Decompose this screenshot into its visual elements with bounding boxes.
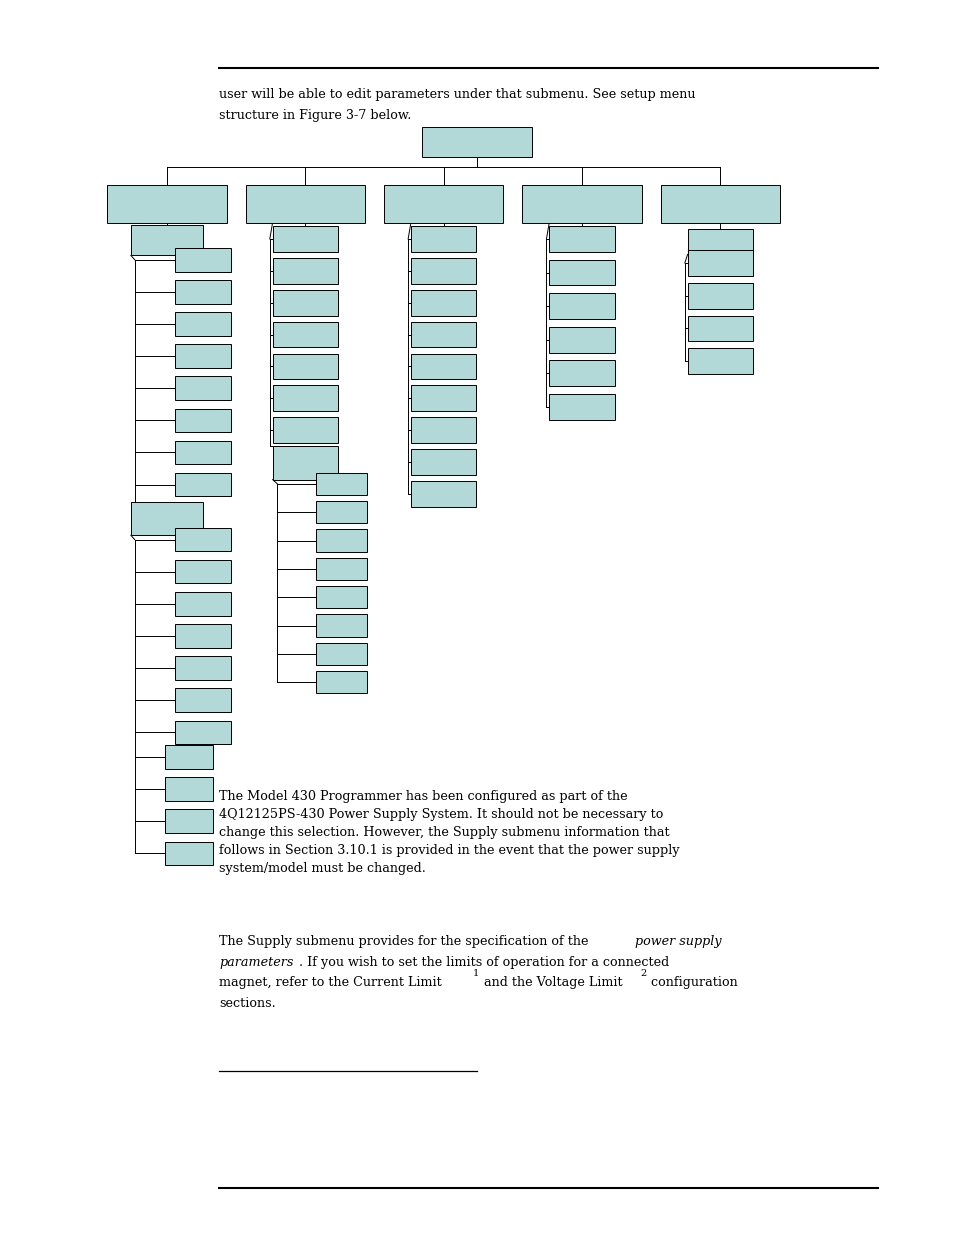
FancyBboxPatch shape <box>273 446 337 479</box>
FancyBboxPatch shape <box>174 624 232 647</box>
FancyBboxPatch shape <box>165 841 213 864</box>
FancyBboxPatch shape <box>165 745 213 768</box>
FancyBboxPatch shape <box>315 473 367 495</box>
FancyBboxPatch shape <box>687 249 752 275</box>
FancyBboxPatch shape <box>131 501 203 535</box>
FancyBboxPatch shape <box>659 184 779 224</box>
Text: configuration: configuration <box>646 977 737 989</box>
FancyBboxPatch shape <box>174 720 232 743</box>
FancyBboxPatch shape <box>174 688 232 711</box>
FancyBboxPatch shape <box>411 385 476 411</box>
FancyBboxPatch shape <box>411 417 476 443</box>
FancyBboxPatch shape <box>273 290 337 316</box>
FancyBboxPatch shape <box>315 643 367 666</box>
FancyBboxPatch shape <box>315 671 367 694</box>
Text: power supply: power supply <box>635 935 721 948</box>
FancyBboxPatch shape <box>315 558 367 580</box>
FancyBboxPatch shape <box>383 184 503 224</box>
Text: magnet, refer to the Current Limit: magnet, refer to the Current Limit <box>219 977 441 989</box>
FancyBboxPatch shape <box>174 377 232 400</box>
Text: parameters: parameters <box>219 956 294 968</box>
FancyBboxPatch shape <box>549 259 614 285</box>
FancyBboxPatch shape <box>411 290 476 316</box>
FancyBboxPatch shape <box>174 527 232 551</box>
FancyBboxPatch shape <box>411 321 476 347</box>
FancyBboxPatch shape <box>131 225 203 256</box>
FancyBboxPatch shape <box>174 248 232 272</box>
FancyBboxPatch shape <box>315 501 367 524</box>
FancyBboxPatch shape <box>165 809 213 832</box>
FancyBboxPatch shape <box>687 348 752 374</box>
FancyBboxPatch shape <box>174 441 232 464</box>
FancyBboxPatch shape <box>549 361 614 387</box>
FancyBboxPatch shape <box>246 184 364 224</box>
FancyBboxPatch shape <box>315 530 367 552</box>
FancyBboxPatch shape <box>273 226 337 252</box>
FancyBboxPatch shape <box>549 226 614 252</box>
FancyBboxPatch shape <box>174 559 232 583</box>
FancyBboxPatch shape <box>687 283 752 309</box>
FancyBboxPatch shape <box>411 226 476 252</box>
FancyBboxPatch shape <box>421 127 531 157</box>
FancyBboxPatch shape <box>549 327 614 353</box>
FancyBboxPatch shape <box>273 258 337 284</box>
FancyBboxPatch shape <box>165 777 213 800</box>
FancyBboxPatch shape <box>411 258 476 284</box>
FancyBboxPatch shape <box>273 385 337 411</box>
Text: 1: 1 <box>473 969 479 978</box>
FancyBboxPatch shape <box>273 417 337 443</box>
Text: . If you wish to set the limits of operation for a connected: . If you wish to set the limits of opera… <box>298 956 668 968</box>
FancyBboxPatch shape <box>687 315 752 341</box>
FancyBboxPatch shape <box>273 321 337 347</box>
FancyBboxPatch shape <box>522 184 640 224</box>
FancyBboxPatch shape <box>273 353 337 379</box>
Text: The Model 430 Programmer has been configured as part of the
4Q12125PS-430 Power : The Model 430 Programmer has been config… <box>219 790 679 876</box>
FancyBboxPatch shape <box>174 656 232 679</box>
Text: and the Voltage Limit: and the Voltage Limit <box>479 977 622 989</box>
FancyBboxPatch shape <box>411 480 476 506</box>
Text: user will be able to edit parameters under that submenu. See setup menu: user will be able to edit parameters und… <box>219 88 695 101</box>
FancyBboxPatch shape <box>174 473 232 496</box>
FancyBboxPatch shape <box>174 280 232 304</box>
Text: sections.: sections. <box>219 997 275 1010</box>
FancyBboxPatch shape <box>687 228 752 254</box>
FancyBboxPatch shape <box>174 345 232 368</box>
FancyBboxPatch shape <box>411 353 476 379</box>
Text: 2: 2 <box>639 969 646 978</box>
Text: The Supply submenu provides for the specification of the: The Supply submenu provides for the spec… <box>219 935 593 948</box>
FancyBboxPatch shape <box>174 312 232 336</box>
FancyBboxPatch shape <box>174 409 232 432</box>
FancyBboxPatch shape <box>107 184 226 224</box>
FancyBboxPatch shape <box>174 592 232 615</box>
FancyBboxPatch shape <box>549 394 614 420</box>
Text: structure in Figure 3-7 below.: structure in Figure 3-7 below. <box>219 109 412 122</box>
FancyBboxPatch shape <box>315 615 367 637</box>
FancyBboxPatch shape <box>315 587 367 609</box>
FancyBboxPatch shape <box>411 450 476 475</box>
FancyBboxPatch shape <box>549 293 614 319</box>
